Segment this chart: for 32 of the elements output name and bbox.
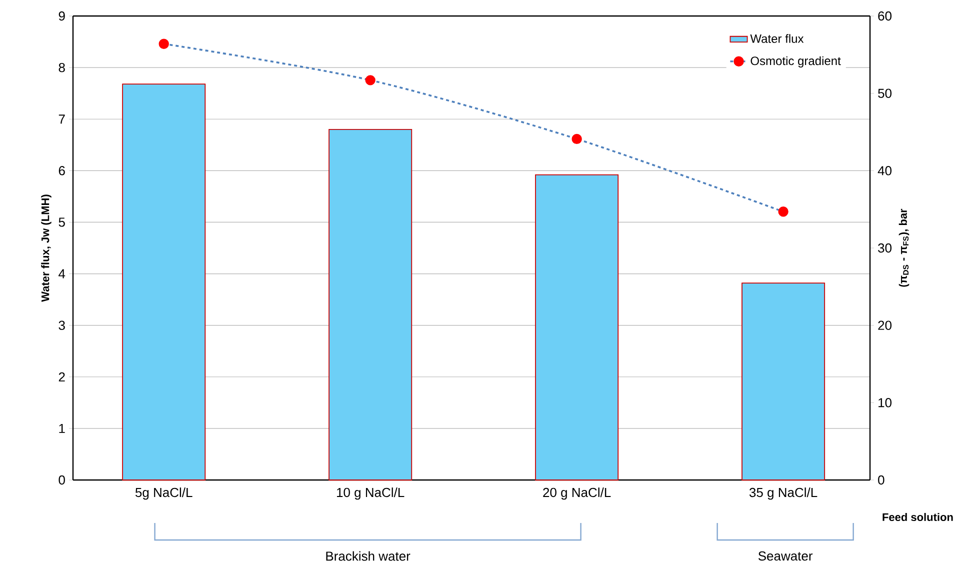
y-tick-label: 3 xyxy=(58,320,65,330)
y-tick-label: 9 xyxy=(58,11,65,21)
x-tick-label: 20 g NaCl/L xyxy=(543,488,611,500)
y2-tick-label: 10 xyxy=(878,398,892,408)
y-axis-title: Water flux, Jw (LMH) xyxy=(41,194,52,302)
y2-tick-label: 50 xyxy=(878,88,892,98)
x-axis-title: Feed solution xyxy=(882,512,953,522)
y2-axis-title: (π$_{DS}$ - π$_{FS}$), bar xyxy=(898,208,910,287)
y-tick-label: 2 xyxy=(58,372,65,382)
legend-label: Osmotic gradient xyxy=(750,56,841,68)
y-tick-label: 5 xyxy=(58,218,65,227)
y-tick-label: 8 xyxy=(58,62,65,72)
text: Brackish water xyxy=(326,551,410,561)
y-tick-label: 7 xyxy=(58,114,65,124)
bar xyxy=(535,174,619,480)
y-tick-label: 1 xyxy=(59,424,65,433)
y-tick-label: 0 xyxy=(58,475,65,485)
y-tick-label: 6 xyxy=(58,166,65,176)
y2-tick-label: 60 xyxy=(878,11,892,21)
bar xyxy=(122,84,206,480)
y2-tick-label: 30 xyxy=(878,243,892,253)
bar xyxy=(328,128,412,480)
bar xyxy=(742,282,826,480)
y2-tick-label: 20 xyxy=(878,320,892,330)
x-tick-label: 5g NaCl/L xyxy=(135,488,192,500)
legend-label: Water flux xyxy=(750,34,804,43)
x-tick-label: 35 g NaCl/L xyxy=(749,488,818,500)
y2-tick-label: 40 xyxy=(878,166,892,176)
text: Seawater xyxy=(758,551,813,561)
y2-tick-label: 0 xyxy=(878,475,884,485)
x-tick-label: 10 g NaCl/L xyxy=(336,488,404,500)
y-tick-label: 4 xyxy=(58,269,66,278)
